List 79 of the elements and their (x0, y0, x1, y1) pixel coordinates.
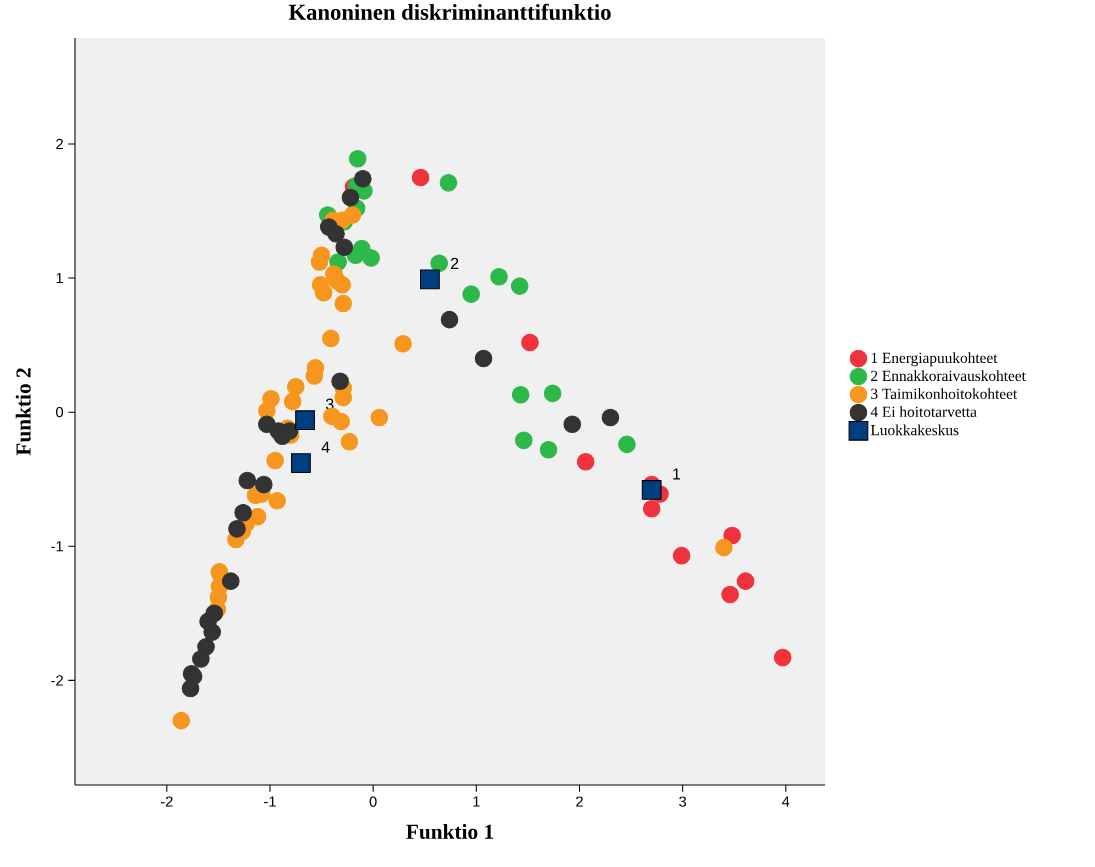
point (362, 249, 380, 267)
legend-label: 1 Energiapuukohteet (871, 352, 998, 367)
x-tick-label: 0 (369, 796, 377, 807)
point (192, 650, 210, 668)
point (715, 538, 733, 557)
point (440, 310, 459, 329)
y-tick-label: 1 (56, 273, 63, 284)
point (462, 285, 480, 303)
legend-label: 2 Ennakkoraivauskohteet (871, 370, 1026, 382)
point (221, 572, 240, 590)
point (181, 679, 200, 698)
point (474, 349, 493, 368)
point (420, 269, 440, 290)
point (721, 585, 739, 604)
point (203, 623, 222, 641)
chart-title: Kanoninen diskriminanttifunktio (288, 3, 611, 20)
point (642, 499, 661, 518)
point (563, 415, 582, 434)
legend-label: Luokkakeskus (870, 424, 959, 436)
point (394, 334, 412, 353)
x-tick-label: -1 (264, 796, 276, 807)
point (332, 412, 350, 431)
point (322, 329, 340, 348)
point (490, 267, 508, 286)
point (291, 453, 311, 473)
point (511, 385, 530, 404)
x-tick-label: -2 (160, 796, 173, 807)
point (521, 333, 539, 352)
point (618, 435, 636, 454)
point (601, 408, 620, 427)
point (327, 224, 345, 243)
x-tick-label: 3 (679, 796, 687, 807)
point (341, 188, 360, 207)
point (354, 170, 372, 188)
point (439, 174, 458, 192)
point (333, 275, 352, 294)
point (238, 471, 257, 490)
point (510, 277, 529, 295)
point (340, 432, 359, 451)
point (295, 410, 315, 431)
point (543, 384, 562, 403)
point (370, 408, 389, 427)
point (172, 711, 191, 730)
point (331, 372, 349, 391)
point (314, 284, 333, 302)
point (736, 572, 755, 590)
point (539, 440, 558, 459)
legend-label: 3 Taimikonhoitokohteet (871, 388, 1018, 399)
y-tick-label: 0 (56, 406, 64, 418)
point (773, 648, 792, 667)
point (283, 392, 302, 411)
point (348, 149, 367, 168)
point (334, 294, 353, 313)
point (430, 254, 448, 273)
point (641, 480, 662, 500)
y-tick-label: -1 (51, 541, 63, 552)
point (576, 452, 595, 471)
point (228, 520, 246, 538)
annotation: 2 (450, 257, 459, 269)
point (254, 475, 273, 494)
x-tick-label: 2 (576, 796, 583, 807)
annotation: 4 (321, 441, 330, 453)
point (723, 526, 741, 545)
point (286, 377, 305, 396)
point (514, 431, 533, 450)
point (266, 451, 284, 470)
y-axis-title: Funktio 2 (15, 368, 31, 456)
y-tick-label: 2 (56, 138, 63, 150)
point (672, 546, 691, 565)
x-tick-label: 4 (782, 796, 790, 807)
point (234, 503, 252, 522)
annotation: 1 (673, 468, 681, 480)
point (268, 491, 287, 510)
point (335, 238, 354, 257)
x-axis-title: Funktio 1 (406, 823, 494, 839)
point (411, 168, 430, 187)
x-tick-label: 1 (473, 796, 480, 807)
legend-label: 4 Ei hoitotarvetta (870, 406, 977, 417)
y-tick-label: -2 (51, 675, 63, 686)
